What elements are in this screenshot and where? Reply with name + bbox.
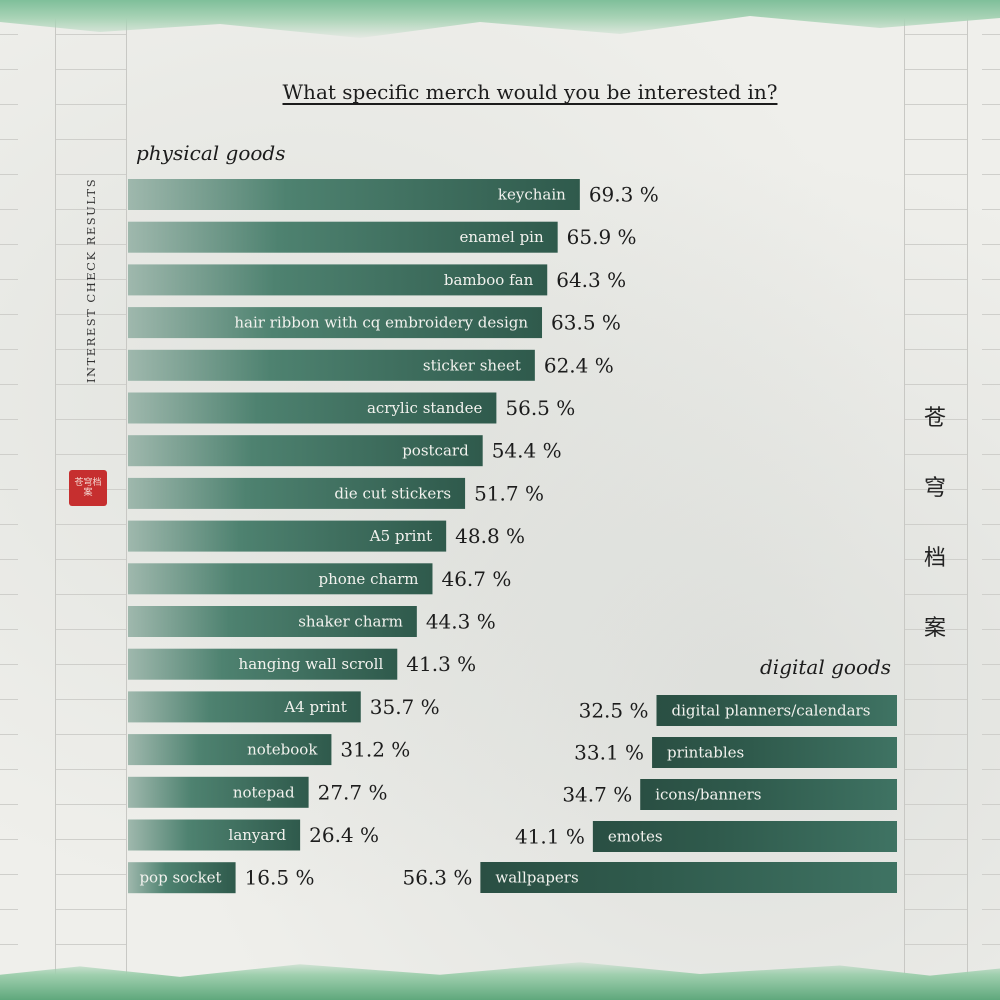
physical-bar — [128, 307, 543, 339]
left-edge-grid — [0, 0, 18, 1000]
physical-bar-label: phone charm — [318, 570, 418, 588]
digital-bar-label: wallpapers — [495, 869, 578, 887]
physical-bar — [128, 862, 236, 894]
physical-value-label: 69.3 % — [589, 183, 659, 207]
physical-bar — [128, 221, 558, 253]
physical-bar — [128, 435, 483, 467]
physical-value-label: 16.5 % — [245, 866, 315, 890]
vertical-title-char: 档 — [923, 546, 946, 571]
physical-bar-label: die cut stickers — [334, 484, 451, 502]
physical-value-label: 44.3 % — [426, 610, 496, 634]
physical-value-label: 64.3 % — [556, 268, 626, 292]
right-edge-grid — [982, 0, 1000, 1000]
physical-bar-label: acrylic standee — [367, 399, 483, 417]
physical-bar — [128, 776, 309, 808]
physical-value-label: 27.7 % — [318, 780, 388, 804]
physical-bar-label: A5 print — [369, 527, 432, 545]
physical-value-label: 65.9 % — [567, 225, 637, 249]
physical-bar-label: notebook — [247, 741, 318, 759]
physical-value-label: 51.7 % — [474, 481, 544, 505]
physical-value-label: 63.5 % — [551, 311, 621, 335]
physical-bar-label: pop socket — [139, 869, 221, 887]
digital-bar-label: printables — [667, 744, 744, 762]
digital-bar-label: emotes — [608, 828, 663, 846]
right-grid-strip — [904, 0, 968, 1000]
physical-bar-label: sticker sheet — [423, 356, 521, 374]
physical-bar — [128, 349, 535, 381]
digital-bar — [640, 779, 897, 810]
digital-value-label: 41.1 % — [515, 825, 585, 849]
physical-bar-label: hair ribbon with cq embroidery design — [234, 314, 528, 332]
physical-bar-label: lanyard — [229, 826, 287, 844]
digital-value-label: 33.1 % — [574, 741, 644, 765]
physical-bar-label: notepad — [233, 783, 295, 801]
digital-value-label: 56.3 % — [402, 866, 472, 890]
physical-bar — [128, 179, 580, 210]
physical-bar-label: postcard — [402, 442, 469, 460]
physical-value-label: 41.3 % — [406, 652, 476, 676]
digital-bar-label: digital planners/calendars — [672, 702, 871, 720]
physical-bar — [128, 392, 497, 424]
physical-bar — [128, 477, 466, 509]
digital-bar — [592, 821, 897, 852]
physical-bar — [128, 264, 548, 296]
physical-bar — [128, 819, 301, 851]
chart-title: What specific merch would you be interes… — [282, 80, 778, 104]
physical-bar-label: hanging wall scroll — [239, 655, 384, 673]
digital-value-label: 34.7 % — [562, 783, 632, 807]
physical-bar — [128, 734, 332, 766]
physical-value-label: 54.4 % — [492, 439, 562, 463]
digital-bar — [652, 737, 897, 768]
physical-value-label: 35.7 % — [370, 695, 440, 719]
digital-bar — [656, 695, 897, 726]
digital-value-label: 32.5 % — [579, 699, 649, 723]
physical-bar — [128, 606, 417, 637]
physical-bar-label: shaker charm — [298, 613, 403, 631]
physical-bar-label: bamboo fan — [444, 271, 534, 289]
physical-value-label: 62.4 % — [544, 353, 614, 377]
physical-bar-label: A4 print — [283, 698, 346, 716]
physical-value-label: 26.4 % — [309, 823, 379, 847]
physical-bar-label: keychain — [498, 186, 566, 204]
digital-bar-label: icons/banners — [655, 786, 761, 804]
seal-stamp-logo: 苍穹档案 — [69, 470, 107, 506]
physical-bar-label: enamel pin — [459, 228, 544, 246]
vertical-title-char: 穹 — [923, 476, 946, 501]
vertical-title-char: 案 — [923, 616, 946, 641]
physical-bar — [128, 648, 398, 680]
physical-value-label: 48.8 % — [455, 524, 525, 548]
digital-bar — [480, 862, 897, 893]
digital-goods-label: digital goods — [760, 655, 892, 679]
physical-bar — [128, 691, 361, 723]
physical-bar — [128, 563, 433, 595]
vertical-title-char: 苍 — [923, 406, 946, 431]
physical-goods-label: physical goods — [136, 141, 286, 165]
physical-value-label: 46.7 % — [441, 567, 511, 591]
physical-value-label: 31.2 % — [340, 738, 410, 762]
physical-value-label: 56.5 % — [505, 396, 575, 420]
physical-bar — [128, 520, 447, 552]
